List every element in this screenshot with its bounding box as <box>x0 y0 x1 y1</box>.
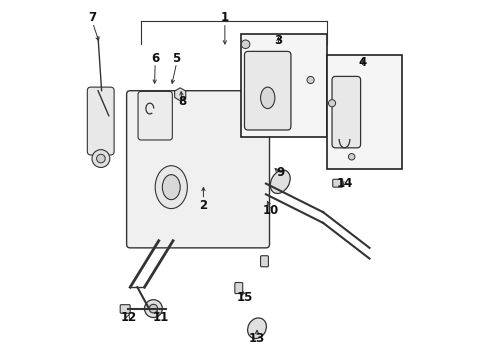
Text: 13: 13 <box>248 333 264 346</box>
Circle shape <box>97 154 105 163</box>
Text: 2: 2 <box>199 198 207 212</box>
Text: 12: 12 <box>120 311 136 324</box>
FancyBboxPatch shape <box>331 76 360 148</box>
Ellipse shape <box>260 87 274 109</box>
Text: 10: 10 <box>263 204 279 217</box>
Text: 11: 11 <box>152 311 168 324</box>
Circle shape <box>348 154 354 160</box>
Text: 3: 3 <box>274 34 282 47</box>
Ellipse shape <box>155 166 187 208</box>
FancyBboxPatch shape <box>260 256 268 267</box>
FancyBboxPatch shape <box>244 51 290 130</box>
Ellipse shape <box>247 318 266 338</box>
Circle shape <box>328 100 335 107</box>
FancyBboxPatch shape <box>332 179 342 187</box>
Text: 1: 1 <box>221 11 228 24</box>
Text: 9: 9 <box>276 166 284 179</box>
Bar <box>326 55 401 169</box>
FancyBboxPatch shape <box>126 91 269 248</box>
Text: 6: 6 <box>151 52 159 65</box>
Ellipse shape <box>270 170 289 193</box>
Circle shape <box>144 300 162 318</box>
FancyBboxPatch shape <box>138 91 172 140</box>
Text: 14: 14 <box>336 177 352 190</box>
Text: 7: 7 <box>88 11 97 24</box>
FancyBboxPatch shape <box>120 305 130 313</box>
Text: 15: 15 <box>236 291 252 305</box>
Circle shape <box>92 150 110 167</box>
Text: 4: 4 <box>358 55 366 69</box>
Bar <box>241 33 326 137</box>
FancyBboxPatch shape <box>87 87 114 155</box>
Circle shape <box>241 40 249 49</box>
Circle shape <box>149 304 157 313</box>
FancyBboxPatch shape <box>234 283 242 294</box>
Text: 5: 5 <box>172 52 181 65</box>
Circle shape <box>306 76 313 84</box>
Ellipse shape <box>162 175 180 200</box>
Text: 8: 8 <box>178 95 186 108</box>
